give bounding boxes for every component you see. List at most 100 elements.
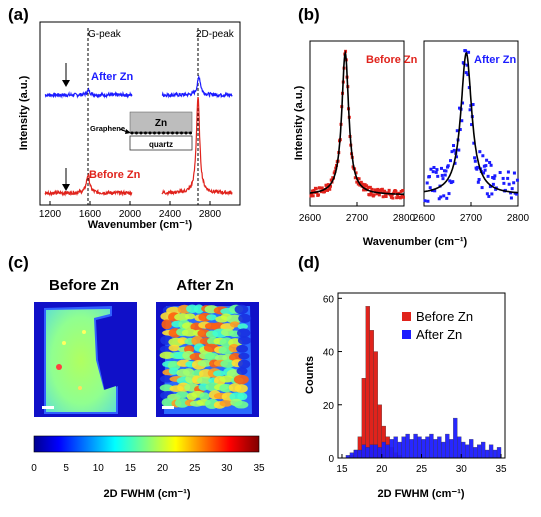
data-point xyxy=(442,169,446,173)
map-title-after: After Zn xyxy=(176,277,234,294)
data-point xyxy=(400,194,404,198)
data-point xyxy=(488,185,492,189)
colorbar-tick-label: 25 xyxy=(189,463,201,474)
data-point xyxy=(515,178,519,182)
data-point xyxy=(394,189,398,193)
histogram-bar xyxy=(365,447,370,459)
panel-b-xlabel: Wavenumber (cm⁻¹) xyxy=(363,236,468,248)
b-xtick-label: 2700 xyxy=(346,213,369,224)
data-point xyxy=(319,190,323,194)
histogram-bar xyxy=(369,330,374,459)
a-xtick-label: 2000 xyxy=(119,209,142,220)
data-point xyxy=(380,187,384,191)
data-point xyxy=(487,194,491,198)
panel-d-legend: Before Zn After Zn xyxy=(402,309,473,342)
data-point xyxy=(442,194,446,198)
data-point xyxy=(429,167,433,171)
panel-a-ylabel: Intensity (a.u.) xyxy=(18,75,30,150)
data-point xyxy=(476,180,480,184)
histogram-bar xyxy=(449,439,454,459)
panel-label-d: (d) xyxy=(298,253,320,272)
quartz-layer-label: quartz xyxy=(149,140,173,149)
data-point xyxy=(314,187,318,191)
data-point xyxy=(327,185,331,189)
histogram-bar xyxy=(445,433,450,459)
heatmap-after xyxy=(156,302,259,417)
data-point xyxy=(452,144,456,148)
histogram-bar xyxy=(421,439,426,459)
data-point xyxy=(320,186,324,190)
colorbar-label: 2D FWHM (cm⁻¹) xyxy=(103,488,190,500)
b-xtick-label: 2700 xyxy=(460,213,483,224)
data-point xyxy=(368,193,372,197)
colorbar-tick-label: 35 xyxy=(253,463,265,474)
panel-c: Before Zn After Zn 0 5 10 15 20 25 30 35 2D FWH… xyxy=(31,277,265,500)
data-point xyxy=(489,163,493,167)
data-point xyxy=(441,177,445,181)
data-point xyxy=(439,166,443,170)
data-point xyxy=(451,180,455,184)
data-point xyxy=(501,176,505,180)
after-zn-label-b: After Zn xyxy=(474,54,516,66)
colorbar-tick-label: 10 xyxy=(93,463,105,474)
data-point xyxy=(476,165,480,169)
b-xtick-label: 2600 xyxy=(413,213,436,224)
data-point xyxy=(471,103,475,107)
data-point xyxy=(461,101,465,105)
colorbar-tick-label: 30 xyxy=(221,463,233,474)
a-xtick-label: 2800 xyxy=(199,209,222,220)
panel-b-before-plot xyxy=(309,49,405,200)
data-point xyxy=(362,188,366,192)
data-point xyxy=(440,173,444,177)
data-point xyxy=(444,169,448,173)
spectrum-line xyxy=(44,172,133,197)
data-point xyxy=(447,192,451,196)
histogram-bar xyxy=(433,439,438,459)
data-point xyxy=(473,159,477,163)
data-point xyxy=(512,171,516,175)
scale-bar-before xyxy=(42,406,54,409)
panel-b-after-plot xyxy=(423,49,519,203)
data-point xyxy=(458,106,462,110)
data-point xyxy=(470,123,474,127)
data-point xyxy=(450,150,454,154)
data-point xyxy=(515,192,519,196)
data-point xyxy=(389,195,393,199)
down-arrow-icon-top xyxy=(62,63,70,87)
histogram-bar xyxy=(496,447,502,459)
histogram-bar xyxy=(385,444,390,459)
sample-inset-diagram: Zn Graphene quartz xyxy=(90,111,193,151)
histogram-bar xyxy=(413,433,418,459)
data-point xyxy=(428,186,432,190)
histogram-bar xyxy=(393,436,398,459)
d-xtick-label: 30 xyxy=(456,464,468,475)
data-point xyxy=(483,168,487,172)
data-point xyxy=(359,180,363,184)
histogram-bar xyxy=(461,441,466,459)
data-point xyxy=(384,195,388,199)
quartz-layer xyxy=(129,135,193,151)
data-point xyxy=(365,184,369,188)
histogram-bar xyxy=(465,444,470,459)
data-point xyxy=(498,171,502,175)
lorentzian-fit-line xyxy=(424,51,518,194)
data-point xyxy=(464,49,468,53)
data-point xyxy=(401,188,405,192)
data-point xyxy=(453,161,457,165)
histogram-bar xyxy=(437,436,442,459)
data-point xyxy=(369,191,373,195)
data-point xyxy=(377,189,381,193)
b-xtick-label: 2800 xyxy=(393,213,416,224)
data-point xyxy=(434,170,438,174)
histogram-bar xyxy=(480,441,486,459)
data-point xyxy=(473,156,477,160)
data-point xyxy=(433,189,437,193)
data-point xyxy=(437,197,441,201)
histogram-bar xyxy=(484,449,490,459)
data-point xyxy=(425,181,429,185)
data-point xyxy=(328,184,332,188)
zn-layer-label: Zn xyxy=(155,118,167,129)
data-point xyxy=(458,128,462,132)
data-point xyxy=(391,196,395,200)
